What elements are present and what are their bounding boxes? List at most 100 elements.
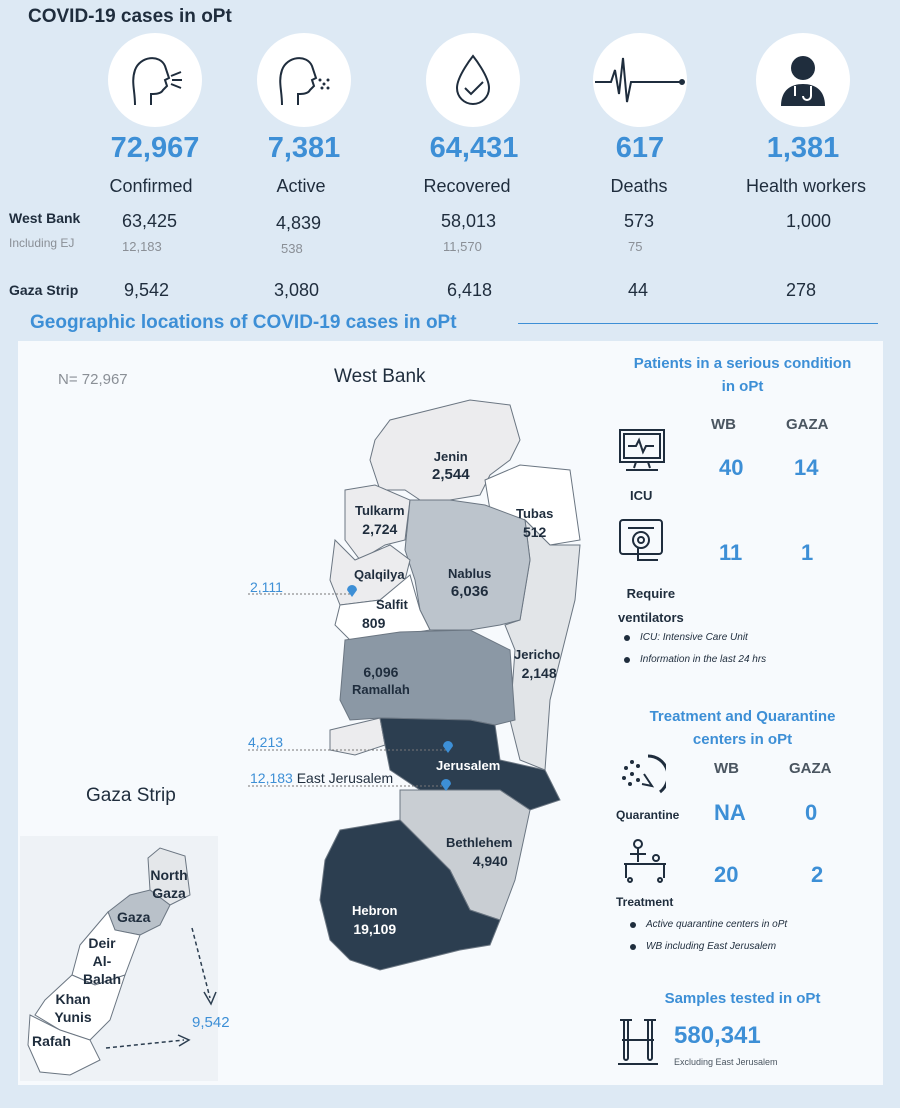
serious-col-wb: WB xyxy=(711,416,736,433)
geo-section-title: Geographic locations of COVID-19 cases i… xyxy=(30,312,457,333)
centers-col-gaza: GAZA xyxy=(789,760,832,777)
sneezing-person-icon xyxy=(257,33,351,127)
ventilator-icon xyxy=(618,516,664,569)
heartbeat-line-icon xyxy=(593,33,687,127)
treatment-wb: 20 xyxy=(714,862,739,887)
label-rafah: Rafah xyxy=(32,1033,71,1049)
deaths-total: 617 xyxy=(615,132,665,164)
drop-check-icon xyxy=(426,33,520,127)
health-workers-gaza: 278 xyxy=(786,280,817,300)
region-tulkarm xyxy=(344,484,411,561)
label-jericho: Jericho 2,148 xyxy=(514,647,561,681)
active-wb: 4,839 xyxy=(276,213,322,233)
note-icu: ICU: Intensive Care Unit xyxy=(624,632,748,643)
icu-gaza: 14 xyxy=(794,455,819,480)
recovered-total: 64,431 xyxy=(429,132,519,164)
health-workers-total: 1,381 xyxy=(766,132,840,164)
label-khan-yunis: Khan Yunis xyxy=(54,991,92,1025)
deaths-gaza: 44 xyxy=(628,280,649,300)
serious-col-gaza: GAZA xyxy=(786,416,829,433)
row-label-west-bank: West Bank xyxy=(9,210,81,226)
active-total: 7,381 xyxy=(267,132,341,164)
vent-wb: 11 xyxy=(719,540,743,565)
label-tulkarm: Tulkarm 2,724 xyxy=(355,503,405,537)
vent-label: Require ventilators xyxy=(618,586,684,625)
samples-value: 580,341 xyxy=(674,1022,761,1049)
recovered-ej: 11,570 xyxy=(443,239,482,254)
row-label-including-ej: Including EJ xyxy=(9,236,75,250)
confirmed-ej: 12,183 xyxy=(122,239,162,254)
confirmed-wb: 63,425 xyxy=(122,211,178,231)
region-khan-yunis xyxy=(34,974,126,1041)
vent-gaza: 1 xyxy=(801,540,814,565)
confirmed-total: 72,967 xyxy=(110,132,200,164)
label-east-jerusalem: 12,183 East Jerusalem xyxy=(250,770,394,786)
health-workers-label: Health workers xyxy=(745,176,867,196)
gaza-total: 9,542 xyxy=(192,1014,230,1031)
label-gaza: Gaza xyxy=(117,909,151,925)
confirmed-label: Confirmed xyxy=(109,176,193,196)
label-hebron: Hebron 19,109 xyxy=(352,903,398,937)
quarantine-gaza: 0 xyxy=(805,800,818,825)
serious-title: Patients in a serious condition in oPt xyxy=(633,355,852,395)
doctor-icon xyxy=(756,33,850,127)
region-jenin xyxy=(369,399,521,501)
recovered-wb: 58,013 xyxy=(441,211,497,231)
location-pin-icon xyxy=(443,741,453,753)
label-tubas: Tubas 512 xyxy=(516,506,554,540)
active-ej: 538 xyxy=(281,241,303,256)
arrow-head-icon xyxy=(203,991,217,1006)
region-salfit xyxy=(334,574,431,641)
page-title: COVID-19 cases in oPt xyxy=(28,6,232,27)
region-ramallah-south xyxy=(329,717,386,756)
label-salfit: Salfit 809 xyxy=(362,597,408,631)
treatment-label: Treatment xyxy=(616,895,674,909)
quarantine-wb: NA xyxy=(714,800,746,825)
label-nablus: Nablus 6,036 xyxy=(448,566,492,600)
quarantine-label: Quarantine xyxy=(616,808,680,822)
icu-monitor-icon xyxy=(618,428,666,479)
region-hebron xyxy=(319,819,501,971)
virus-quarantine-icon xyxy=(618,752,670,805)
test-tubes-icon xyxy=(616,1018,660,1073)
samples-note: Excluding East Jerusalem xyxy=(674,1057,778,1067)
row-label-gaza: Gaza Strip xyxy=(9,282,79,298)
coughing-person-icon xyxy=(108,33,202,127)
region-rafah xyxy=(27,1014,101,1076)
location-pin-icon xyxy=(441,779,451,791)
label-deir-al-balah: Deir Al-Balah xyxy=(82,935,122,987)
label-jerusalem: Jerusalem xyxy=(436,758,501,773)
value-qalqilya: 2,111 xyxy=(250,579,283,595)
samples-title: Samples tested in oPt xyxy=(664,990,821,1007)
label-north-gaza: North Gaza xyxy=(150,867,188,901)
section-divider xyxy=(518,323,878,324)
region-nablus xyxy=(404,499,531,631)
gaza-strip-title: Gaza Strip xyxy=(86,785,176,806)
note-24hrs: Information in the last 24 hrs xyxy=(623,654,767,665)
label-qalqilya: Qalqilya xyxy=(354,567,405,582)
recovered-gaza: 6,418 xyxy=(447,280,493,300)
value-jerusalem: 4,213 xyxy=(248,734,284,750)
label-ramallah: 6,096 Ramallah xyxy=(352,664,410,697)
active-gaza: 3,080 xyxy=(274,280,320,300)
west-bank-title: West Bank xyxy=(334,366,426,387)
centers-title: Treatment and Quarantine centers in oPt xyxy=(649,708,836,748)
location-pin-icon xyxy=(347,585,357,597)
total-n: N= 72,967 xyxy=(58,371,128,388)
note-wb-ej: WB including East Jerusalem xyxy=(629,941,777,952)
active-label: Active xyxy=(276,176,326,196)
centers-col-wb: WB xyxy=(714,760,739,777)
deaths-wb: 573 xyxy=(624,211,655,231)
label-jenin: Jenin 2,544 xyxy=(432,449,470,483)
label-bethlehem: Bethlehem 4,940 xyxy=(446,835,513,869)
deaths-ej: 75 xyxy=(628,239,643,254)
icu-label: ICU xyxy=(630,488,653,503)
deaths-label: Deaths xyxy=(610,176,668,196)
recovered-label: Recovered xyxy=(423,176,511,196)
treatment-bed-icon xyxy=(620,838,670,889)
arrow-head-icon xyxy=(177,1034,191,1047)
health-workers-wb: 1,000 xyxy=(786,211,832,231)
confirmed-gaza: 9,542 xyxy=(124,280,170,300)
note-active-centers: Active quarantine centers in oPt xyxy=(629,919,788,930)
